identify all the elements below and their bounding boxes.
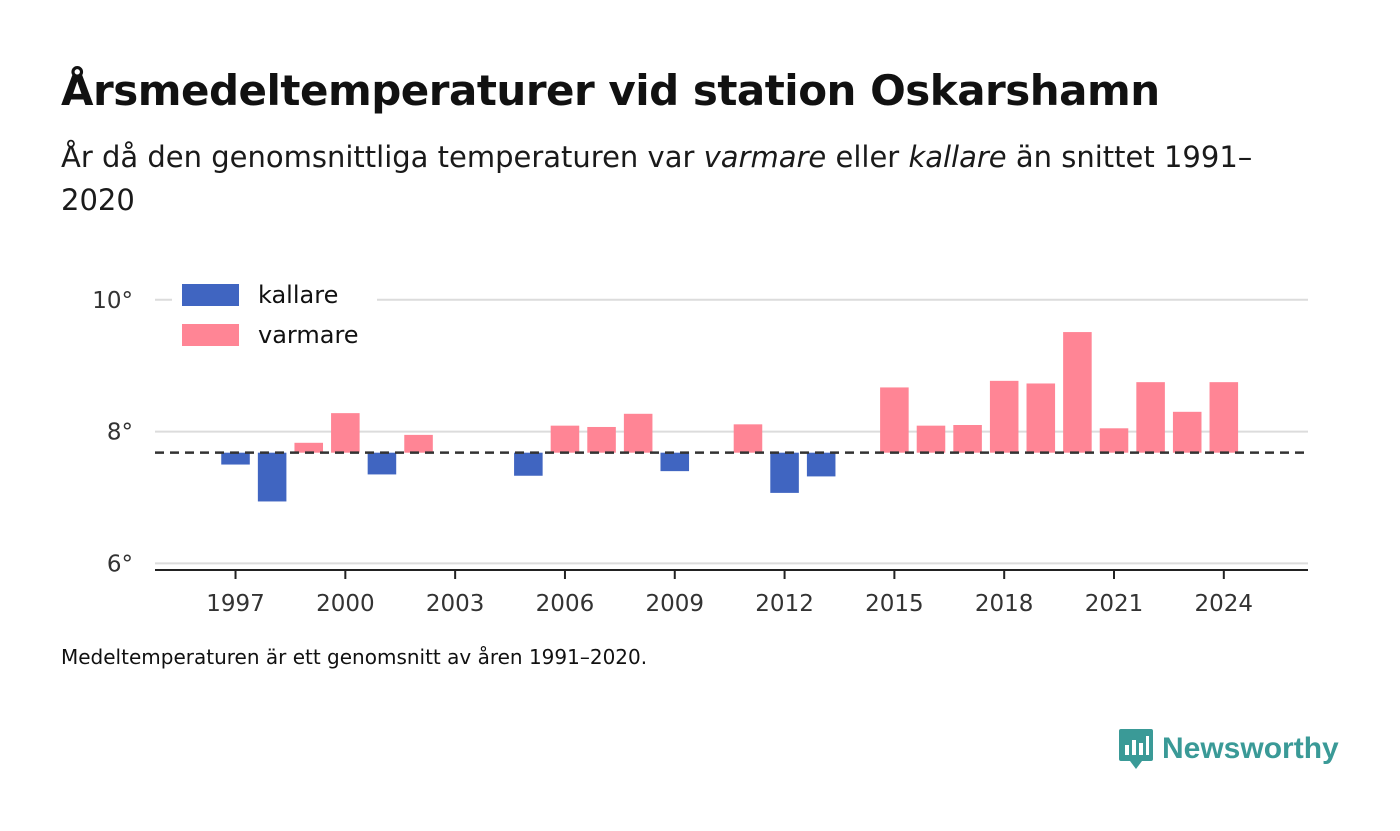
x-tick-label: 2024 (1195, 591, 1254, 617)
bar-2017 (953, 425, 982, 453)
chart-title: Årsmedeltemperaturer vid station Oskarsh… (61, 66, 1160, 115)
bar-2005 (514, 452, 543, 476)
bar-2019 (1026, 383, 1056, 453)
bar-2023 (1172, 411, 1202, 453)
bar-2021 (1099, 428, 1129, 453)
legend-swatch-kallare (182, 284, 239, 306)
subtitle-part-1: År då den genomsnittliga temperaturen va… (61, 140, 704, 174)
bar-2002 (404, 434, 433, 453)
legend-label-kallare: kallare (258, 281, 338, 309)
bar-1998 (257, 452, 287, 502)
x-tick-label: 2018 (975, 591, 1034, 617)
bar-2006 (550, 425, 580, 453)
x-tick-label: 2021 (1085, 591, 1144, 617)
legend-swatch-varmare (182, 324, 239, 346)
footnote: Medeltemperaturen är ett genomsnitt av å… (61, 645, 648, 669)
legend: kallare varmare (172, 276, 377, 354)
newsworthy-logo-icon (1119, 729, 1153, 769)
bar-2024 (1209, 382, 1239, 453)
x-tick-label: 2003 (426, 591, 485, 617)
bar-2000 (331, 413, 360, 453)
bar-2015 (880, 387, 909, 453)
y-tick-label: 6° (107, 551, 133, 577)
bar-2009 (660, 452, 690, 472)
subtitle-part-2: eller (826, 140, 909, 174)
bar-2008 (623, 413, 653, 453)
bar-2012 (770, 452, 799, 493)
subtitle-part-3: än snittet 1991–2020 (61, 140, 1253, 217)
bar-2011 (733, 424, 763, 453)
bars (221, 332, 1239, 502)
bar-1997 (221, 452, 250, 465)
subtitle-warm-word: varmare (703, 140, 827, 174)
brand-name: Newsworthy (1162, 732, 1339, 765)
bar-1999 (294, 442, 324, 453)
bar-chart: 1997 2000 2003 2006 2009 2012 2015 2018 2021 2024… (92, 276, 1308, 617)
y-axis-ticks: 6° 8° 10° (92, 288, 133, 578)
chart-subtitle: År då den genomsnittliga temperaturen va… (61, 136, 1301, 222)
x-tick-label: 2006 (536, 591, 595, 617)
x-tick-label: 1997 (206, 591, 265, 617)
bar-2020 (1063, 332, 1092, 453)
bar-2013 (806, 452, 836, 477)
brand-logo: Newsworthy (1118, 728, 1339, 770)
bar-2007 (587, 426, 616, 453)
bar-2018 (989, 380, 1019, 453)
y-tick-label: 10° (92, 288, 133, 314)
x-axis-ticks: 1997 2000 2003 2006 2009 2012 2015 2018 2021 2024 (206, 570, 1253, 617)
x-tick-label: 2015 (865, 591, 924, 617)
x-tick-label: 2012 (755, 591, 814, 617)
x-tick-label: 2009 (645, 591, 704, 617)
legend-label-varmare: varmare (258, 321, 359, 349)
bar-2022 (1136, 382, 1165, 453)
x-tick-label: 2000 (316, 591, 375, 617)
bar-2016 (916, 425, 946, 453)
bar-2001 (367, 452, 397, 475)
subtitle-cold-word: kallare (908, 140, 1007, 174)
y-tick-label: 8° (107, 420, 133, 446)
